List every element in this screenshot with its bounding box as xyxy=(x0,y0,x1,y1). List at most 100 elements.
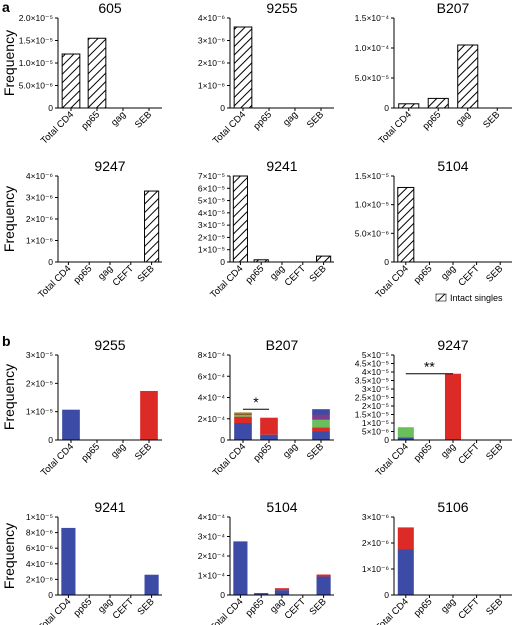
x-tick-label: SEB xyxy=(307,263,328,284)
y-tick-label: 1×10⁻⁴ xyxy=(198,571,226,581)
bar-pp65 xyxy=(427,97,449,109)
bar-segment-seb-0 xyxy=(312,431,330,440)
chart-a-B207: B207 0 5.0×10⁻⁵ 1.0×10⁻⁴ 1.5×10⁻⁴ Total CD4 pp… xyxy=(355,0,512,147)
x-tick-label: pp65 xyxy=(72,596,95,619)
x-tick-label: gag xyxy=(109,441,128,460)
y-tick-label: 4×10⁻⁶ xyxy=(26,559,53,569)
y-tick-label: 2×10⁻⁵ xyxy=(362,401,389,411)
y-tick-label: 0 xyxy=(384,103,389,113)
y-tick-label: 2×10⁻⁴ xyxy=(198,414,226,424)
y-tick-label: 6×10⁻⁶ xyxy=(26,543,53,553)
bar-segment-total-cd4-1 xyxy=(397,527,414,550)
x-tick-label: SEB xyxy=(133,441,154,462)
y-tick-label: 2×10⁻⁶ xyxy=(362,538,389,548)
y-tick-label: 0 xyxy=(48,590,53,600)
y-tick-label: 0 xyxy=(220,590,225,600)
x-tick-label: Total CD4 xyxy=(36,263,73,300)
chart-b-5106: 5106 0 1×10⁻⁶ 2×10⁻⁶ 3×10⁻⁶ Total CD4 pp65 gagC… xyxy=(362,499,512,625)
y-tick-label: 3×10⁻⁶ xyxy=(26,193,53,203)
x-tick-label: SEB xyxy=(484,441,505,462)
x-tick-label: Total CD4 xyxy=(208,263,245,300)
y-tick-label: 1.0×10⁻⁵ xyxy=(19,58,53,68)
x-tick-label: pp65 xyxy=(412,441,435,464)
y-tick-label: 0 xyxy=(384,590,389,600)
bar-segment-total-cd4-1 xyxy=(397,427,414,438)
panel-label-a: a xyxy=(2,0,10,15)
x-tick-label: Total CD4 xyxy=(36,596,73,625)
y-tick-label: 2.0×10⁻⁵ xyxy=(19,13,53,23)
chart-title: 5104 xyxy=(437,158,468,174)
y-tick-label: 3×10⁻⁶ xyxy=(198,36,225,46)
significance-marker: * xyxy=(253,394,259,410)
chart-title: B207 xyxy=(437,0,470,16)
y-tick-label: 4×10⁻⁵ xyxy=(362,367,389,377)
y-tick-label: 3×10⁻⁴ xyxy=(198,532,226,542)
chart-title: 5104 xyxy=(266,499,297,515)
bar-total-cd4 xyxy=(61,53,81,109)
x-tick-label: gag xyxy=(439,596,458,615)
y-axis-label: Frequency xyxy=(1,523,17,589)
y-tick-label: 2.5×10⁻⁵ xyxy=(355,393,389,403)
y-tick-label: 2×10⁻⁶ xyxy=(198,58,225,68)
bar-segment-seb-3 xyxy=(312,414,330,420)
bar-seb xyxy=(144,190,160,263)
x-tick-label: pp65 xyxy=(79,441,102,464)
chart-title: 9255 xyxy=(94,337,125,353)
x-tick-label: CEFT xyxy=(456,596,481,621)
x-tick-label: Total CD4 xyxy=(374,263,411,300)
chart-a-5104: 5104 0 5.0×10⁻⁶ 1.0×10⁻⁵ 1.5×10⁻⁵ Total CD4 pp… xyxy=(355,158,512,301)
y-tick-label: 1.5×10⁻⁵ xyxy=(19,36,53,46)
y-tick-label: 7×10⁻⁵ xyxy=(198,171,225,181)
bar-segment-total-cd4-0 xyxy=(397,549,414,595)
y-tick-label: 4×10⁻⁴ xyxy=(198,393,226,403)
bar-segment-seb-4 xyxy=(312,409,330,415)
y-tick-label: 0 xyxy=(48,257,53,267)
y-tick-label: 2×10⁻⁴ xyxy=(198,551,226,561)
legend-label: Intact singles xyxy=(450,293,503,303)
y-tick-label: 1×10⁻⁶ xyxy=(198,81,225,91)
panel-label-b: b xyxy=(2,333,11,349)
y-axis-label: Frequency xyxy=(1,30,17,96)
x-tick-label: SEB xyxy=(133,109,154,130)
y-tick-label: 5.0×10⁻⁶ xyxy=(355,228,389,238)
y-tick-label: 3×10⁻⁵ xyxy=(362,384,389,394)
chart-b-B207: B207 0 2×10⁻⁴ 4×10⁻⁴ 6×10⁻⁴ 8×10⁻⁴ Total CD4 pp… xyxy=(198,337,334,479)
x-tick-label: pp65 xyxy=(79,109,102,132)
x-tick-label: SEB xyxy=(305,109,326,130)
y-tick-label: 3.5×10⁻⁵ xyxy=(355,376,389,386)
y-tick-label: 8×10⁻⁴ xyxy=(198,350,226,360)
x-tick-label: CEFT xyxy=(283,263,308,288)
x-tick-label: CEFT xyxy=(283,596,308,621)
x-tick-label: pp65 xyxy=(244,596,267,619)
y-tick-label: 5.0×10⁻⁶ xyxy=(19,81,53,91)
chart-title: 9241 xyxy=(266,158,297,174)
chart-b-9247: 924705×10⁻⁶1×10⁻⁵1.5×10⁻⁵2×10⁻⁵2.5×10⁻⁵3… xyxy=(355,337,512,479)
x-tick-label: Total CD4 xyxy=(208,596,245,625)
x-tick-label: SEB xyxy=(481,109,502,130)
bar-segment-seb-0 xyxy=(144,574,159,595)
bar-segment-total-cd4-1 xyxy=(234,416,252,423)
y-tick-label: 0 xyxy=(384,435,389,445)
x-tick-label: pp65 xyxy=(412,596,435,619)
y-tick-label: 0 xyxy=(48,103,53,113)
legend-swatch xyxy=(435,293,447,302)
y-tick-label: 1×10⁻⁶ xyxy=(26,236,53,246)
x-tick-label: pp65 xyxy=(72,263,95,286)
y-tick-label: 3×10⁻⁶ xyxy=(362,512,389,522)
y-tick-label: 2×10⁻⁶ xyxy=(26,574,53,584)
y-tick-label: 2×10⁻⁵ xyxy=(26,378,53,388)
chart-title: 605 xyxy=(98,0,122,16)
chart-a-605: 605 0 5.0×10⁻⁶ 1.0×10⁻⁵ 1.5×10⁻⁵ 2.0×10⁻⁵ Tota… xyxy=(19,0,162,147)
bar-segment-total-cd4-3 xyxy=(234,413,252,416)
bar-segment-total-cd4-0 xyxy=(61,527,76,595)
y-tick-label: 0 xyxy=(48,435,53,445)
y-tick-label: 1.5×10⁻⁵ xyxy=(355,171,389,181)
chart-b-9255: 9255 0 1×10⁻⁵ 2×10⁻⁵ 3×10⁻⁵ Total CD4 pp65 gag S… xyxy=(26,337,162,479)
x-tick-label: CEFT xyxy=(111,596,136,621)
y-tick-label: 4.5×10⁻⁵ xyxy=(355,359,389,369)
y-tick-label: 3×10⁻⁵ xyxy=(198,220,225,230)
chart-b-5104: 5104 0 1×10⁻⁴ 2×10⁻⁴ 3×10⁻⁴ 4×10⁻⁴ Total CD4pp… xyxy=(198,499,334,625)
bar-total-cd4 xyxy=(397,186,415,263)
y-tick-label: 4×10⁻⁶ xyxy=(26,171,53,181)
